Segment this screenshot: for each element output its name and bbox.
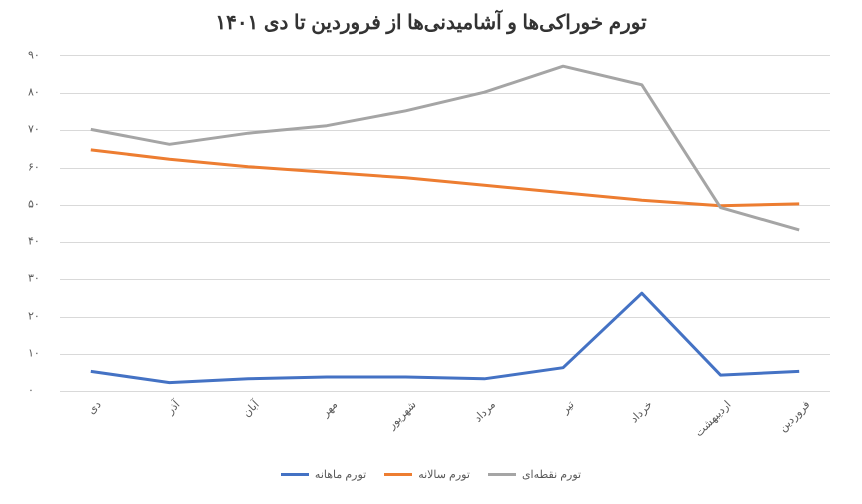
ytick-label: ۸۰ bbox=[28, 86, 54, 99]
legend-swatch bbox=[281, 473, 309, 476]
ytick-label: ۰ bbox=[28, 384, 54, 397]
legend-item: تورم ماهانه bbox=[281, 468, 366, 481]
legend-item: تورم سالانه bbox=[384, 468, 470, 481]
ytick-label: ۶۰ bbox=[28, 160, 54, 173]
ytick-label: ۵۰ bbox=[28, 197, 54, 210]
ytick-label: ۹۰ bbox=[28, 49, 54, 62]
legend-swatch bbox=[384, 473, 412, 476]
ytick-label: ۱۰ bbox=[28, 346, 54, 359]
ytick-label: ۳۰ bbox=[28, 272, 54, 285]
legend-label: تورم سالانه bbox=[418, 468, 470, 481]
line-chart: تورم خوراکی‌ها و آشامیدنی‌ها از فروردین … bbox=[0, 0, 862, 504]
legend: تورم ماهانه تورم سالانه تورم نقطه‌ای bbox=[0, 468, 862, 481]
ytick-label: ۷۰ bbox=[28, 123, 54, 136]
legend-label: تورم ماهانه bbox=[315, 468, 366, 481]
series-line bbox=[91, 66, 799, 230]
legend-label: تورم نقطه‌ای bbox=[522, 468, 581, 481]
legend-swatch bbox=[488, 473, 516, 476]
ytick-label: ۴۰ bbox=[28, 235, 54, 248]
legend-item: تورم نقطه‌ای bbox=[488, 468, 581, 481]
ytick-label: ۲۰ bbox=[28, 309, 54, 322]
series-line bbox=[91, 150, 799, 206]
chart-lines-svg bbox=[0, 0, 862, 504]
series-line bbox=[91, 293, 799, 382]
